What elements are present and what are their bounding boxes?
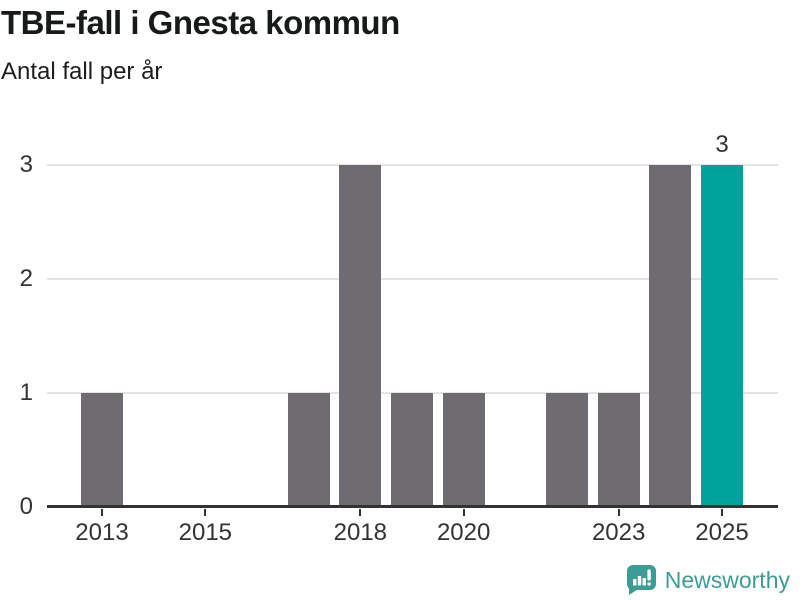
x-axis-tick-label: 2025 <box>695 519 749 546</box>
bar-2020 <box>442 393 485 507</box>
gridline-2 <box>47 278 778 280</box>
chart-subtitle: Antal fall per år <box>1 58 163 85</box>
chart-title: TBE-fall i Gnesta kommun <box>1 4 400 41</box>
bar-2024 <box>649 165 692 507</box>
bar-2017 <box>287 393 330 507</box>
y-axis-tick-label: 0 <box>19 493 33 520</box>
bar-value-label: 3 <box>715 131 729 158</box>
y-axis: 0 1 2 3 <box>0 153 33 519</box>
chart-plot: 3 <box>47 133 778 508</box>
x-axis-baseline <box>47 505 778 508</box>
x-axis-tick-label: 2020 <box>436 519 491 546</box>
gridline-3 <box>47 164 778 166</box>
x-axis-tick-label: 2018 <box>333 519 388 546</box>
x-axis-tick <box>204 509 207 516</box>
y-axis-tick-label: 3 <box>19 151 33 178</box>
newsworthy-branding: Newsworthy <box>626 564 790 596</box>
bar-2019 <box>391 393 433 507</box>
x-axis-tick-label: 2023 <box>591 519 646 546</box>
newsworthy-logo-icon <box>626 565 656 595</box>
x-axis: 2013 2015 2018 2020 2023 2025 <box>47 507 778 557</box>
x-axis-tick <box>721 509 723 516</box>
bar-2013 <box>81 393 123 507</box>
x-axis-tick-label: 2015 <box>178 519 233 546</box>
x-axis-tick <box>462 509 465 516</box>
bar-2022 <box>546 393 588 507</box>
x-axis-tick <box>101 509 103 516</box>
x-axis-tick <box>359 509 362 516</box>
x-axis-tick <box>617 509 620 516</box>
y-axis-tick-label: 2 <box>19 265 33 292</box>
bar-2025 <box>701 165 743 507</box>
bar-2018 <box>339 165 382 507</box>
newsworthy-logo-text: Newsworthy <box>664 566 790 593</box>
y-axis-tick-label: 1 <box>19 379 33 406</box>
bar-2023 <box>597 393 640 507</box>
x-axis-tick-label: 2013 <box>75 519 129 546</box>
